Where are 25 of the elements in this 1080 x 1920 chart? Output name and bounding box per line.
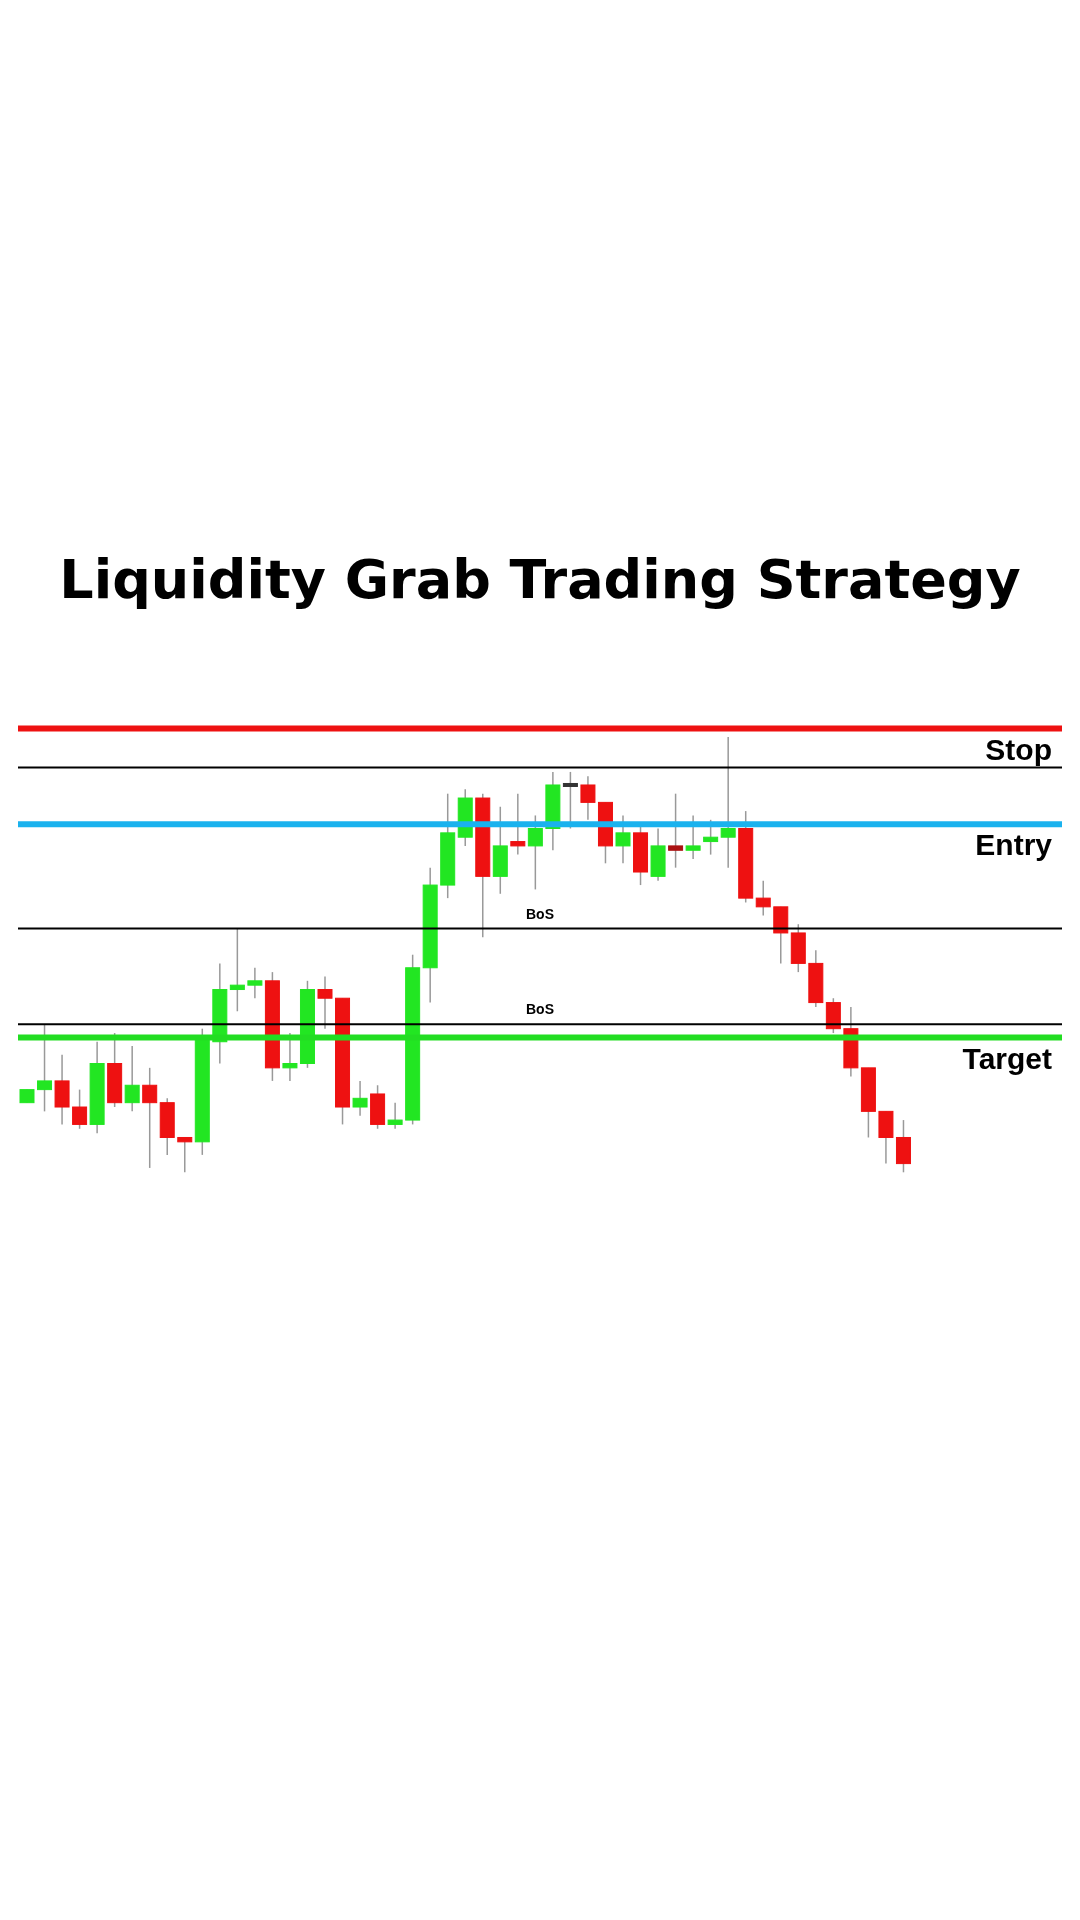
- candlestick: [72, 1088, 88, 1130]
- candlestick: [247, 967, 263, 999]
- candlestick: [229, 927, 245, 1013]
- candlestick: [615, 814, 631, 865]
- ref-line-label: Entry: [975, 828, 1053, 862]
- candlestick: [527, 814, 543, 891]
- candlestick: [387, 1101, 403, 1130]
- candlestick: [510, 792, 526, 856]
- candlestick: [177, 1136, 193, 1174]
- candlestick: [562, 771, 578, 830]
- ref-line-label: BoS: [526, 1001, 554, 1018]
- candlestick: [703, 819, 719, 856]
- candlestick: [668, 792, 684, 869]
- candlestick: [124, 1045, 140, 1113]
- chart-title: Liquidity Grab Trading Strategy: [58, 548, 1022, 611]
- candlestick: [142, 1067, 158, 1169]
- ref-line-label: Stop: [985, 732, 1052, 766]
- candlestick: [685, 814, 701, 860]
- candlestick: [580, 775, 596, 821]
- ref-line-label: Target: [962, 1041, 1052, 1075]
- candlestick: [317, 975, 333, 1030]
- candlestick: [755, 879, 771, 917]
- candlestick: [352, 1080, 368, 1117]
- candlestick: [720, 736, 736, 869]
- ref-line-label: BoS: [526, 905, 554, 922]
